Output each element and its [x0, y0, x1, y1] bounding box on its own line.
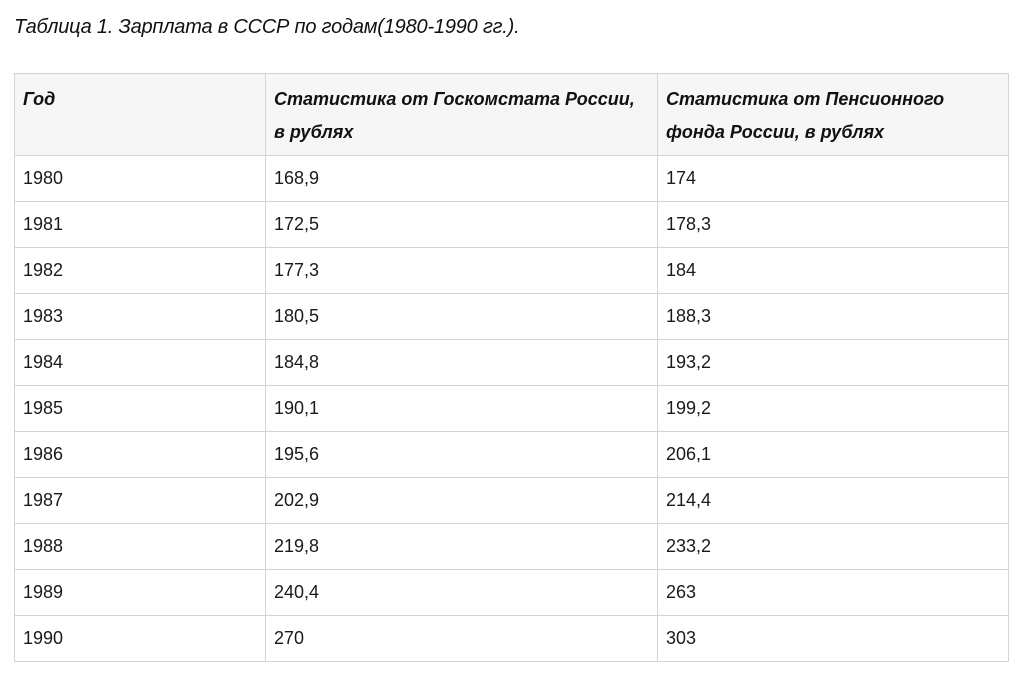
cell-year: 1984: [14, 339, 266, 386]
cell-year: 1989: [14, 569, 266, 616]
cell-goskomstat-value: 184,8: [265, 339, 658, 386]
cell-pension-fund-value: 174: [657, 155, 1009, 202]
table-row: 1984 184,8 193,2: [14, 339, 1009, 386]
cell-goskomstat-value: 190,1: [265, 385, 658, 432]
cell-year: 1987: [14, 477, 266, 524]
table-caption: Таблица 1. Зарплата в СССР по годам(1980…: [14, 16, 520, 38]
table-row: 1990 270 303: [14, 615, 1009, 662]
header-row: Год Статистика от Госкомстата России, в …: [14, 73, 1009, 156]
header-goskomstat: Статистика от Госкомстата России, в рубл…: [265, 73, 658, 156]
cell-goskomstat-value: 168,9: [265, 155, 658, 202]
cell-goskomstat-value: 195,6: [265, 431, 658, 478]
cell-year: 1986: [14, 431, 266, 478]
table-row: 1982 177,3 184: [14, 247, 1009, 294]
cell-year: 1983: [14, 293, 266, 340]
header-year: Год: [14, 73, 266, 156]
table-row: 1980 168,9 174: [14, 155, 1009, 202]
salary-table: Год Статистика от Госкомстата России, в …: [14, 73, 1009, 662]
cell-year: 1988: [14, 523, 266, 570]
table-row: 1987 202,9 214,4: [14, 477, 1009, 524]
header-pension-fund: Статистика от Пенсионного фонда России, …: [657, 73, 1009, 156]
cell-pension-fund-value: 303: [657, 615, 1009, 662]
cell-pension-fund-value: 199,2: [657, 385, 1009, 432]
cell-pension-fund-value: 233,2: [657, 523, 1009, 570]
cell-pension-fund-value: 184: [657, 247, 1009, 294]
cell-pension-fund-value: 214,4: [657, 477, 1009, 524]
table-header: Год Статистика от Госкомстата России, в …: [14, 73, 1009, 156]
cell-goskomstat-value: 219,8: [265, 523, 658, 570]
cell-goskomstat-value: 270: [265, 615, 658, 662]
cell-pension-fund-value: 188,3: [657, 293, 1009, 340]
cell-goskomstat-value: 240,4: [265, 569, 658, 616]
table-row: 1981 172,5 178,3: [14, 201, 1009, 248]
cell-pension-fund-value: 193,2: [657, 339, 1009, 386]
cell-pension-fund-value: 178,3: [657, 201, 1009, 248]
table-row: 1986 195,6 206,1: [14, 431, 1009, 478]
table-row: 1988 219,8 233,2: [14, 523, 1009, 570]
cell-pension-fund-value: 206,1: [657, 431, 1009, 478]
table-body: 1980 168,9 174 1981 172,5 178,3 1982 177,3 184 19…: [14, 155, 1009, 662]
cell-year: 1990: [14, 615, 266, 662]
cell-goskomstat-value: 177,3: [265, 247, 658, 294]
cell-goskomstat-value: 172,5: [265, 201, 658, 248]
cell-year: 1985: [14, 385, 266, 432]
cell-pension-fund-value: 263: [657, 569, 1009, 616]
table-row: 1989 240,4 263: [14, 569, 1009, 616]
table-row: 1985 190,1 199,2: [14, 385, 1009, 432]
cell-year: 1980: [14, 155, 266, 202]
cell-goskomstat-value: 180,5: [265, 293, 658, 340]
table-row: 1983 180,5 188,3: [14, 293, 1009, 340]
cell-year: 1981: [14, 201, 266, 248]
cell-year: 1982: [14, 247, 266, 294]
cell-goskomstat-value: 202,9: [265, 477, 658, 524]
